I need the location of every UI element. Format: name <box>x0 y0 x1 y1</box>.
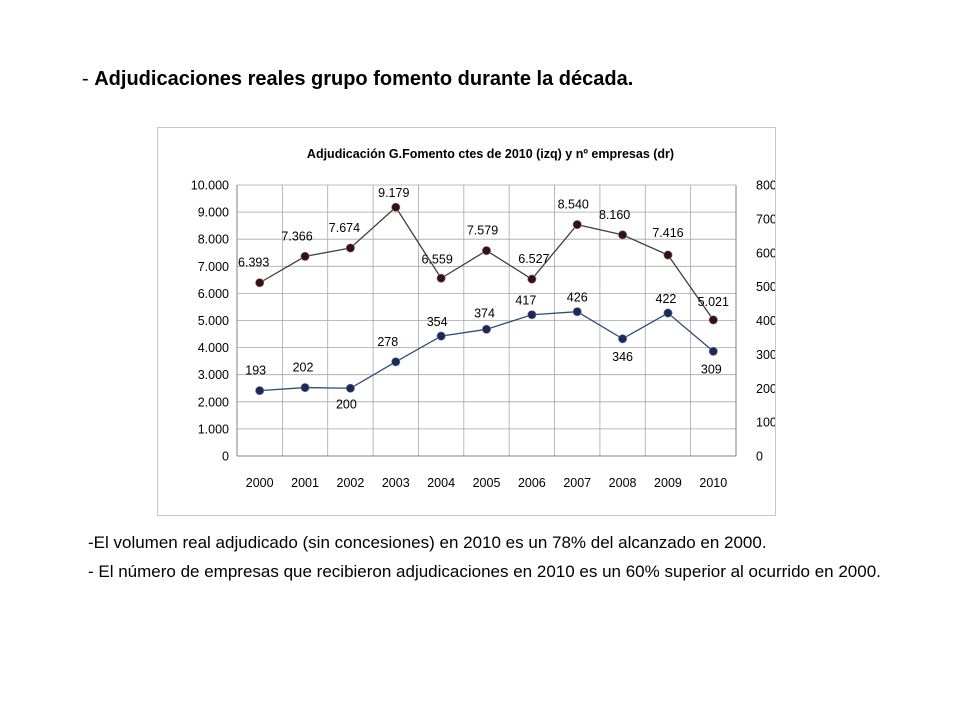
data-label: 278 <box>377 335 398 349</box>
data-label: 7.579 <box>467 224 498 238</box>
data-point <box>436 331 446 341</box>
y-right-tick-label: 600 <box>756 246 775 260</box>
note-companies: - El número de empresas que recibieron a… <box>88 562 881 581</box>
data-label: 6.559 <box>421 252 452 266</box>
y-right-tick-label: 100 <box>756 416 775 430</box>
data-label: 6.527 <box>518 252 549 266</box>
data-point <box>527 274 537 284</box>
data-point <box>481 246 491 256</box>
combo-line-chart: Adjudicación G.Fomento ctes de 2010 (izq… <box>191 147 775 490</box>
data-label: 7.366 <box>281 229 312 243</box>
data-point <box>618 230 628 240</box>
notes-block: -El volumen real adjudicado (sin concesi… <box>88 528 885 586</box>
data-label: 9.179 <box>378 186 409 200</box>
data-point <box>618 334 628 344</box>
data-point <box>255 278 265 288</box>
data-label: 346 <box>612 350 633 364</box>
data-label: 200 <box>336 397 357 411</box>
x-tick-label: 2005 <box>473 476 501 490</box>
data-label: 8.160 <box>599 208 630 222</box>
data-point <box>572 307 582 317</box>
y-left-tick-label: 3.000 <box>198 368 229 382</box>
data-label: 8.540 <box>558 198 589 212</box>
data-label: 193 <box>245 364 266 378</box>
data-label: 354 <box>427 315 448 329</box>
data-point <box>300 251 310 261</box>
y-right-tick-label: 700 <box>756 212 775 226</box>
heading-title: Adjudicaciones reales grupo fomento dura… <box>94 68 634 90</box>
y-left-tick-label: 9.000 <box>198 206 229 220</box>
x-tick-label: 2004 <box>427 476 455 490</box>
data-point <box>708 315 718 325</box>
data-point <box>345 383 355 393</box>
y-right-tick-label: 300 <box>756 348 775 362</box>
y-left-tick-label: 1.000 <box>198 422 229 436</box>
x-tick-label: 2002 <box>337 476 365 490</box>
data-label: 422 <box>656 292 677 306</box>
y-left-tick-label: 8.000 <box>198 233 229 247</box>
y-left-tick-label: 7.000 <box>198 260 229 274</box>
data-point <box>436 273 446 283</box>
y-right-tick-label: 0 <box>756 450 763 464</box>
data-label: 5.021 <box>698 295 729 309</box>
x-tick-label: 2001 <box>291 476 319 490</box>
heading-dash: - <box>82 68 89 90</box>
data-label: 309 <box>701 362 722 376</box>
data-label: 417 <box>515 294 536 308</box>
y-left-tick-label: 5.000 <box>198 314 229 328</box>
slide-heading: - Adjudicaciones reales grupo fomento du… <box>82 68 633 91</box>
data-label: 374 <box>474 306 495 320</box>
data-label: 7.674 <box>329 221 360 235</box>
chart-container: Adjudicación G.Fomento ctes de 2010 (izq… <box>157 127 776 516</box>
data-point <box>572 220 582 230</box>
x-tick-label: 2006 <box>518 476 546 490</box>
data-point <box>708 346 718 356</box>
y-left-tick-label: 6.000 <box>198 287 229 301</box>
data-point <box>481 324 491 334</box>
data-label: 6.393 <box>238 256 269 270</box>
data-point <box>391 357 401 367</box>
x-tick-label: 2010 <box>699 476 727 490</box>
y-right-tick-label: 500 <box>756 280 775 294</box>
y-left-tick-label: 0 <box>222 450 229 464</box>
y-left-tick-label: 2.000 <box>198 395 229 409</box>
data-label: 426 <box>567 291 588 305</box>
data-point <box>391 202 401 212</box>
data-point <box>663 308 673 318</box>
note-volume: -El volumen real adjudicado (sin concesi… <box>88 533 767 552</box>
x-tick-label: 2008 <box>609 476 637 490</box>
chart-title: Adjudicación G.Fomento ctes de 2010 (izq… <box>307 147 674 161</box>
data-point <box>663 250 673 260</box>
data-point <box>300 383 310 393</box>
data-point <box>527 310 537 320</box>
x-tick-label: 2009 <box>654 476 682 490</box>
data-label: 202 <box>293 361 314 375</box>
y-right-tick-label: 800 <box>756 179 775 193</box>
data-point <box>345 243 355 253</box>
x-tick-label: 2007 <box>563 476 591 490</box>
x-tick-label: 2000 <box>246 476 274 490</box>
x-tick-label: 2003 <box>382 476 410 490</box>
y-left-tick-label: 10.000 <box>191 179 229 193</box>
y-right-tick-label: 200 <box>756 382 775 396</box>
y-right-tick-label: 400 <box>756 314 775 328</box>
data-point <box>255 386 265 396</box>
y-left-tick-label: 4.000 <box>198 341 229 355</box>
data-label: 7.416 <box>652 226 683 240</box>
